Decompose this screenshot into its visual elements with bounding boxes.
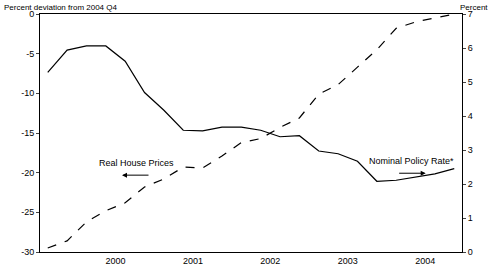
svg-text:2: 2	[468, 179, 473, 189]
svg-text:-5: -5	[26, 49, 34, 59]
svg-text:Percent: Percent	[460, 3, 488, 12]
svg-text:2001: 2001	[183, 256, 203, 266]
svg-text:Nominal Policy Rate*: Nominal Policy Rate*	[369, 156, 454, 166]
svg-text:6: 6	[468, 43, 473, 53]
svg-text:7: 7	[468, 9, 473, 19]
svg-text:0: 0	[468, 247, 473, 257]
svg-text:2003: 2003	[338, 256, 358, 266]
svg-text:0: 0	[29, 9, 34, 19]
svg-text:-20: -20	[21, 168, 34, 178]
svg-text:Real House Prices: Real House Prices	[99, 158, 174, 168]
svg-text:-25: -25	[21, 207, 34, 217]
svg-text:5: 5	[468, 77, 473, 87]
svg-text:-10: -10	[21, 88, 34, 98]
svg-text:2004: 2004	[415, 256, 435, 266]
svg-text:3: 3	[468, 145, 473, 155]
svg-text:4: 4	[468, 111, 473, 121]
svg-text:-15: -15	[21, 128, 34, 138]
svg-text:2000: 2000	[105, 256, 125, 266]
svg-text:1: 1	[468, 213, 473, 223]
svg-text:Percent deviation from 2004 Q4: Percent deviation from 2004 Q4	[4, 3, 118, 12]
svg-text:-30: -30	[21, 247, 34, 257]
svg-text:2002: 2002	[260, 256, 280, 266]
